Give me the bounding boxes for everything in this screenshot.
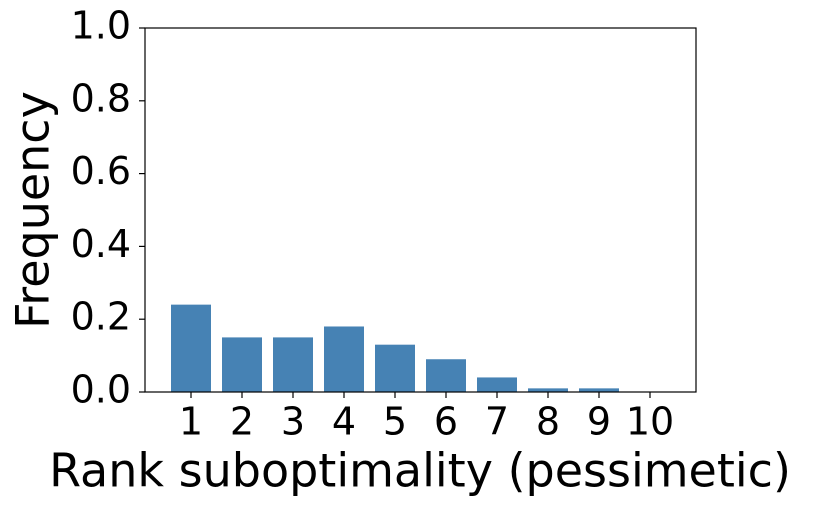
x-tick-label: 9 <box>587 400 611 444</box>
x-tick-label: 7 <box>485 400 509 444</box>
y-tick-label: 0.2 <box>71 295 131 339</box>
y-tick-label: 0.6 <box>71 149 131 193</box>
y-tick-label: 1.0 <box>71 4 131 48</box>
x-tick-label: 6 <box>434 400 458 444</box>
x-tick-label: 8 <box>536 400 560 444</box>
y-tick-label: 0.0 <box>71 368 131 412</box>
y-tick-label: 0.8 <box>71 76 131 120</box>
x-tick-label: 10 <box>626 400 674 444</box>
y-axis-label: Frequency <box>6 91 60 329</box>
x-tick-label: 5 <box>383 400 407 444</box>
bar <box>171 304 211 392</box>
bar <box>477 377 517 392</box>
plot-frame <box>144 27 697 393</box>
bar <box>324 326 364 392</box>
bar <box>579 388 619 392</box>
x-tick-label: 2 <box>230 400 254 444</box>
bar <box>273 337 313 392</box>
bar <box>375 344 415 392</box>
bar <box>528 388 568 392</box>
x-tick-label: 4 <box>332 400 356 444</box>
y-tick-label: 0.4 <box>71 222 131 266</box>
x-tick-label: 1 <box>179 400 203 444</box>
bar <box>426 359 466 392</box>
bar <box>222 337 262 392</box>
x-tick-label: 3 <box>281 400 305 444</box>
x-axis-label: Rank suboptimality (pessimetic) <box>49 444 791 498</box>
